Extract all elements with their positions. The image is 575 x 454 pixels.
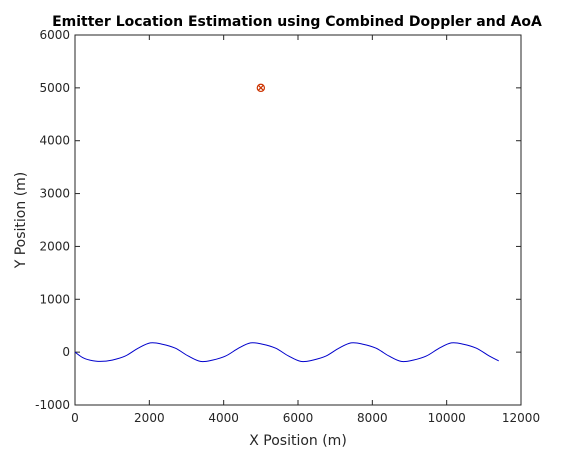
marker-cross: [257, 84, 264, 91]
x-tick-label: 8000: [357, 411, 388, 425]
series-layer: [74, 83, 499, 363]
x-axis: 0 2000 4000 6000 8000 10000 12000: [71, 35, 540, 425]
y-tick-label: -1000: [35, 398, 70, 412]
emitter-marker: [256, 83, 266, 93]
y-tick-label: 2000: [39, 239, 70, 253]
x-tick-label: 0: [71, 411, 79, 425]
trajectory-line: [74, 342, 499, 363]
y-tick-label: 0: [62, 345, 70, 359]
y-tick-label: 3000: [39, 187, 70, 201]
x-tick-label: 6000: [283, 411, 314, 425]
y-axis-label: Y Position (m): [13, 172, 29, 270]
x-axis-label: X Position (m): [249, 433, 347, 449]
x-tick-label: 2000: [134, 411, 165, 425]
x-tick-label: 12000: [502, 411, 540, 425]
x-tick-label: 4000: [208, 411, 239, 425]
y-tick-label: 4000: [39, 134, 70, 148]
marker-circle: [256, 83, 266, 93]
y-axis: -1000 0 1000 2000 3000 4000 5000 6000: [35, 28, 521, 412]
x-tick-label: 10000: [428, 411, 466, 425]
plot-area: [74, 34, 522, 406]
y-tick-label: 5000: [39, 81, 70, 95]
y-tick-label: 1000: [39, 292, 70, 306]
chart-title: Emitter Location Estimation using Combin…: [52, 14, 542, 30]
y-tick-label: 6000: [39, 28, 70, 42]
